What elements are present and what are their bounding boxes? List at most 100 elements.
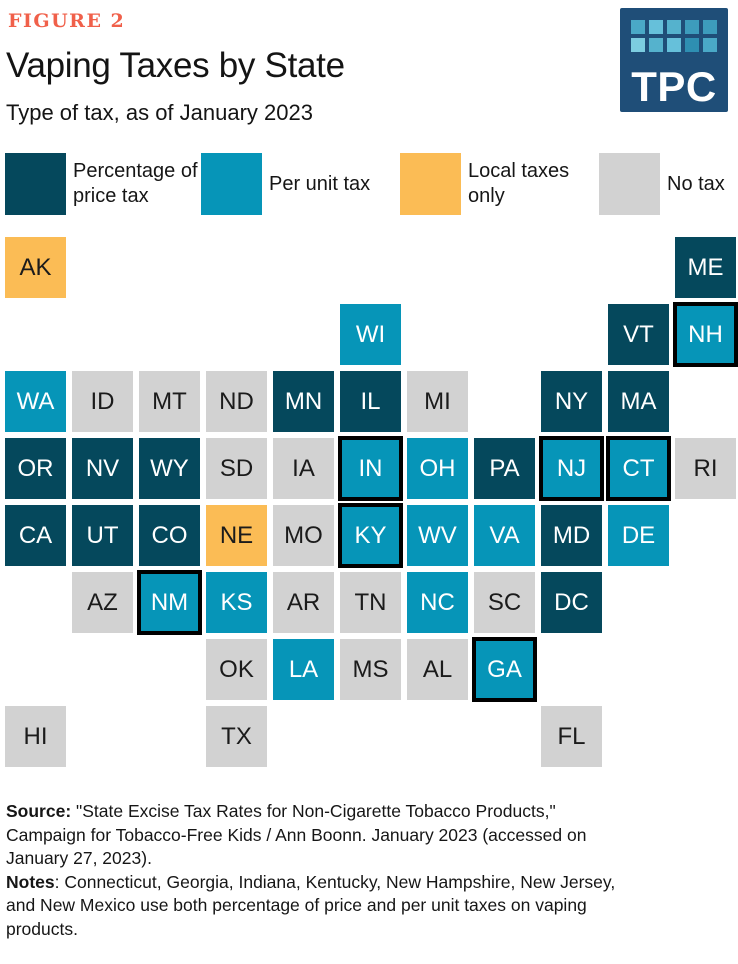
state-label: CO xyxy=(151,521,188,549)
state-label: IN xyxy=(358,454,383,482)
state-label: ME xyxy=(687,253,724,281)
legend-item-local_only: Local taxes only xyxy=(400,153,569,215)
state-tile-nc: NC xyxy=(407,572,468,633)
footer: Source: "State Excise Tax Rates for Non-… xyxy=(6,800,733,941)
state-tile-ok: OK xyxy=(206,639,267,700)
state-tile-az: AZ xyxy=(72,572,133,633)
state-grid: AK ME WI VT NH WA ID MT ND MN IL MI NY MA OR NV WY SD IA IN… xyxy=(5,237,738,767)
state-label: NE xyxy=(219,521,254,549)
legend-swatch-percentage xyxy=(5,153,66,215)
state-tile-pa: PA xyxy=(474,438,535,499)
state-tile-ak: AK xyxy=(5,237,66,298)
state-tile-nh: NH xyxy=(673,302,738,367)
state-tile-ia: IA xyxy=(273,438,334,499)
state-label: IA xyxy=(292,454,315,482)
state-label: DC xyxy=(554,588,589,616)
logo-square-icon xyxy=(631,38,645,52)
state-label: KY xyxy=(354,521,387,549)
state-tile-sd: SD xyxy=(206,438,267,499)
notes-body: : Connecticut, Georgia, Indiana, Kentuck… xyxy=(6,871,616,939)
state-label: ID xyxy=(90,387,115,415)
state-tile-ne: NE xyxy=(206,505,267,566)
source-text: Source: "State Excise Tax Rates for Non-… xyxy=(6,800,733,871)
state-label: OH xyxy=(419,454,456,482)
state-tile-nm: NM xyxy=(137,570,202,635)
notes-label: Notes xyxy=(6,871,55,892)
state-tile-ny: NY xyxy=(541,371,602,432)
state-label: CT xyxy=(622,454,655,482)
state-label: NJ xyxy=(556,454,587,482)
state-tile-mo: MO xyxy=(273,505,334,566)
tpc-logo: TPC xyxy=(620,8,728,112)
logo-square-icon xyxy=(667,20,681,34)
legend-swatch-per_unit xyxy=(201,153,262,215)
state-tile-md: MD xyxy=(541,505,602,566)
state-label: MD xyxy=(552,521,591,549)
state-tile-or: OR xyxy=(5,438,66,499)
logo-square-icon xyxy=(685,20,699,34)
state-label: TX xyxy=(221,722,252,750)
state-label: IL xyxy=(360,387,381,415)
state-tile-il: IL xyxy=(340,371,401,432)
legend-label-local_only: Local taxes only xyxy=(468,160,570,207)
state-tile-fl: FL xyxy=(541,706,602,767)
legend-label-per_unit: Per unit tax xyxy=(269,172,371,195)
state-label: AZ xyxy=(87,588,118,616)
state-label: WV xyxy=(418,521,457,549)
state-tile-oh: OH xyxy=(407,438,468,499)
state-tile-la: LA xyxy=(273,639,334,700)
logo-square-icon xyxy=(631,20,645,34)
state-label: RI xyxy=(693,454,718,482)
state-label: VA xyxy=(489,521,520,549)
state-tile-ct: CT xyxy=(606,436,671,501)
state-label: CA xyxy=(18,521,53,549)
state-label: GA xyxy=(487,655,522,683)
legend-label-percentage: Percentage of price tax xyxy=(73,160,198,207)
state-label: UT xyxy=(86,521,119,549)
figure-label: FIGURE 2 xyxy=(8,10,126,32)
state-label: MT xyxy=(152,387,187,415)
state-label: FL xyxy=(557,722,586,750)
state-tile-vt: VT xyxy=(608,304,669,365)
state-tile-ri: RI xyxy=(675,438,736,499)
state-tile-wv: WV xyxy=(407,505,468,566)
state-label: NC xyxy=(420,588,455,616)
state-label: MI xyxy=(424,387,451,415)
state-label: LA xyxy=(288,655,319,683)
state-tile-sc: SC xyxy=(474,572,535,633)
tpc-logo-squares-icon xyxy=(631,20,717,52)
state-label: PA xyxy=(489,454,520,482)
state-label: DE xyxy=(621,521,656,549)
state-label: OK xyxy=(219,655,254,683)
state-label: NM xyxy=(150,588,189,616)
state-tile-ar: AR xyxy=(273,572,334,633)
state-tile-nv: NV xyxy=(72,438,133,499)
notes-text: Notes: Connecticut, Georgia, Indiana, Ke… xyxy=(6,871,733,942)
state-label: ND xyxy=(219,387,254,415)
state-tile-wy: WY xyxy=(139,438,200,499)
state-tile-nj: NJ xyxy=(539,436,604,501)
state-tile-hi: HI xyxy=(5,706,66,767)
legend-label-no_tax: No tax xyxy=(667,172,725,195)
state-label: KS xyxy=(220,588,253,616)
legend-swatch-no_tax xyxy=(599,153,660,215)
state-tile-nd: ND xyxy=(206,371,267,432)
state-tile-wa: WA xyxy=(5,371,66,432)
logo-square-icon xyxy=(649,38,663,52)
state-tile-dc: DC xyxy=(541,572,602,633)
logo-square-icon xyxy=(703,38,717,52)
state-tile-me: ME xyxy=(675,237,736,298)
state-label: NH xyxy=(688,320,723,348)
logo-square-icon xyxy=(685,38,699,52)
source-label: Source: xyxy=(6,801,72,821)
legend-item-no_tax: No tax xyxy=(599,153,725,215)
state-tile-ky: KY xyxy=(338,503,403,568)
state-label: WI xyxy=(355,320,386,348)
legend-swatch-local_only xyxy=(400,153,461,215)
state-label: AK xyxy=(19,253,52,281)
state-label: AL xyxy=(422,655,453,683)
state-tile-mi: MI xyxy=(407,371,468,432)
state-tile-wi: WI xyxy=(340,304,401,365)
state-tile-va: VA xyxy=(474,505,535,566)
state-tile-ut: UT xyxy=(72,505,133,566)
